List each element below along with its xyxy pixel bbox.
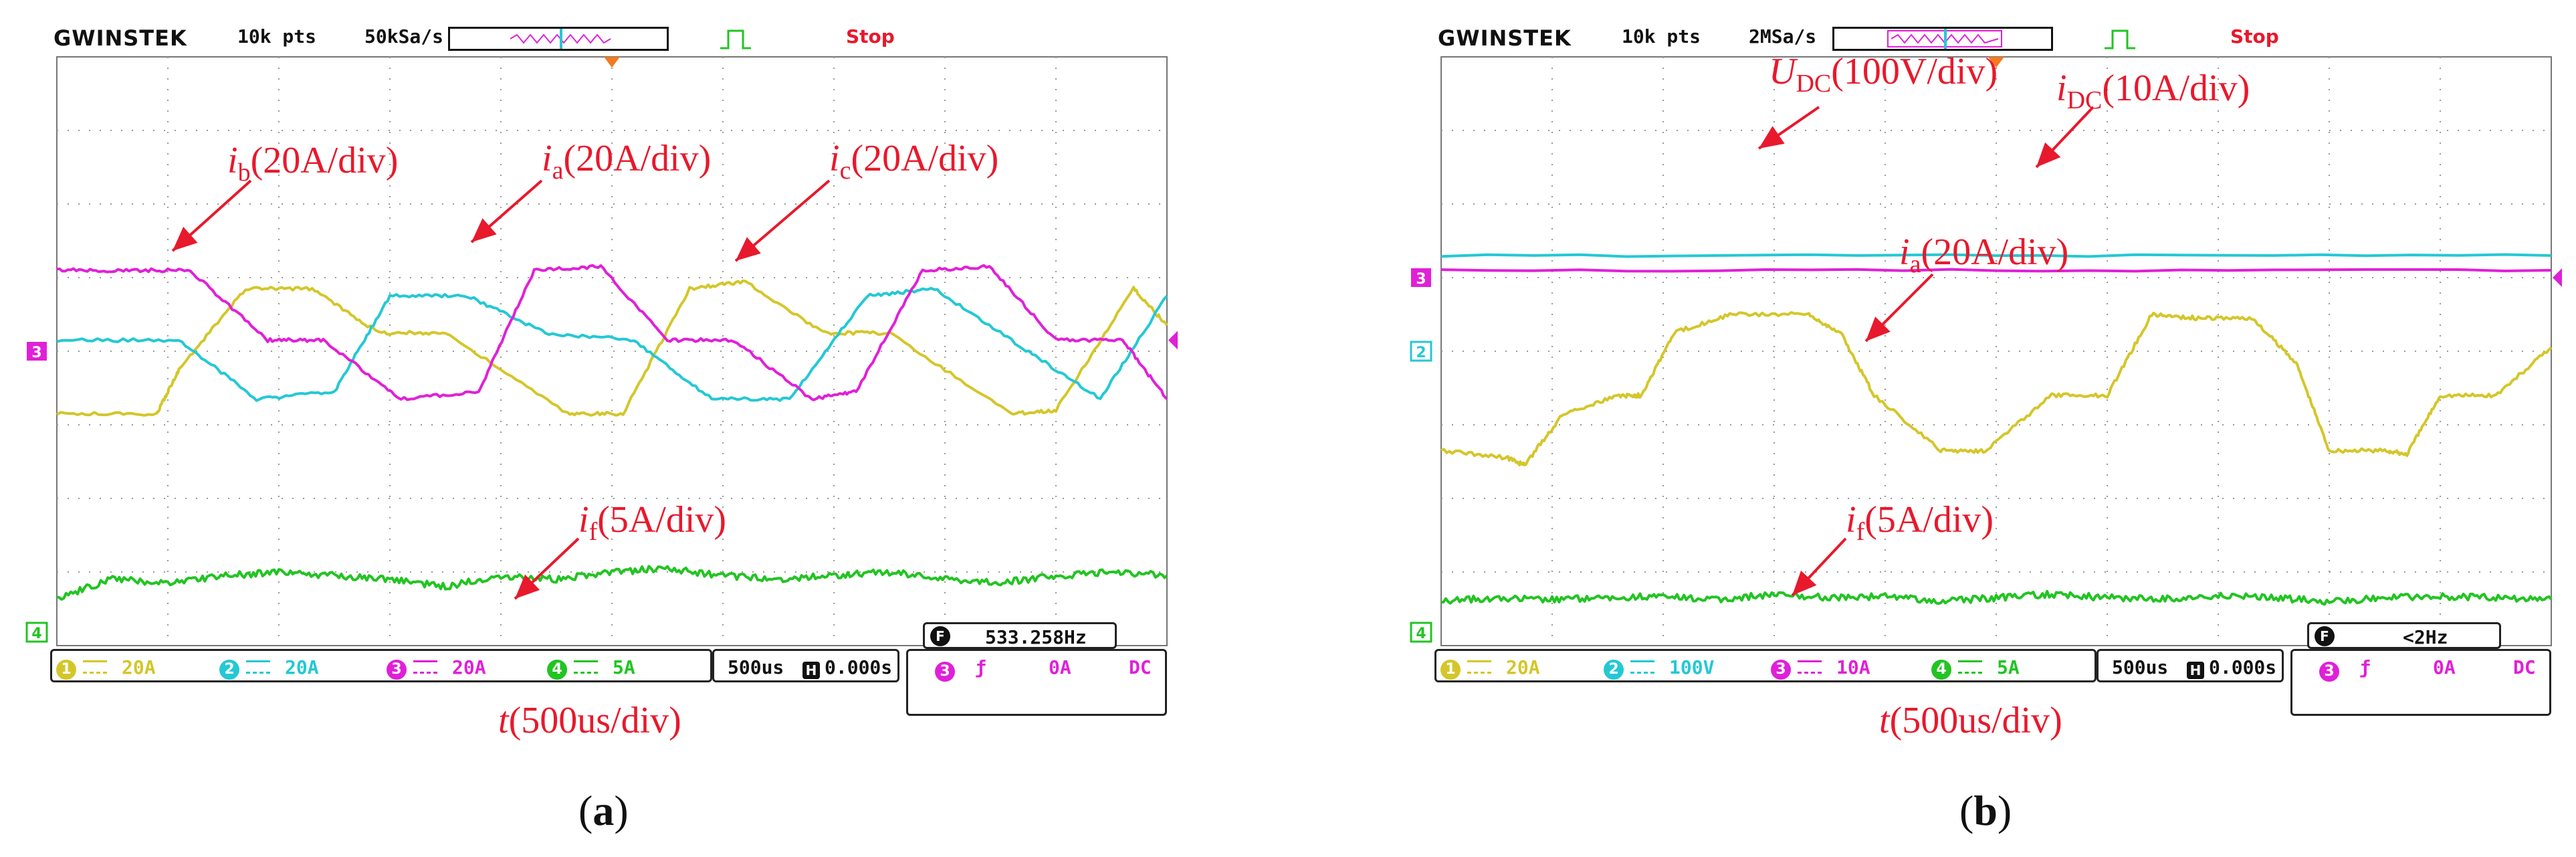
series-line-if [56,565,1168,601]
trigger-level-marker [2553,268,2562,287]
waveform-plot: 3 2 4 [1410,56,2562,646]
annotation-ic: ic(20A/div) [829,138,999,185]
waveform-plot: 34 [25,56,1178,646]
channel-2-scale: 2 20A [219,656,319,680]
panel-label-a: (a) [578,787,629,834]
x-axis-label: t(500us/div) [1879,700,2062,741]
channel-2-scale: 2 100V [1604,656,1714,680]
series-line-udc [1440,253,2552,258]
timebase-box: 500us H 0.000s [2097,649,2284,682]
annotation-ia: ia(20A/div) [542,138,712,185]
ground-marker-ch3: 3 [27,342,47,361]
memory-bar-icon [448,27,669,51]
frequency-readout: F <2Hz [2307,622,2501,649]
trigger-position-marker [1988,57,2004,68]
trigger-slope: ƒ [2359,656,2371,678]
series-line-ib [56,286,1168,402]
timebase-box: 500us H 0.000s [712,649,899,682]
trigger-level: 0A [1049,656,1071,678]
arrow-ic [734,179,831,262]
run-status: Stop [2230,25,2279,47]
trigger-slope: ƒ [975,656,986,678]
delay-value: 0.000s [825,656,893,678]
trigger-position-marker [604,57,620,68]
arrow-udc [1757,106,1820,150]
trigger-edge-icon [2103,28,2137,54]
channel-4-scale: 4 5A [1931,656,2020,680]
channel-3-scale: 3 10A [1771,656,1870,680]
trigger-coupling: DC [2513,656,2536,678]
arrow-idc [2035,106,2095,169]
annotation-idc: iDC(10A/div) [2056,68,2250,115]
run-status: Stop [846,25,895,47]
timebase-value: 500us [728,656,784,678]
ground-marker-ch4: 4 [1410,622,1432,643]
sample-rate: 50kSa/s [364,25,444,47]
scope-status-bar: GWINSTEK 10k pts 50kSa/s Stop [50,21,1167,54]
trigger-coupling: DC [1129,656,1152,678]
frequency-icon: F [930,626,950,646]
series-line-ia [1440,311,2553,467]
channel-1-scale: 1 20A [1440,656,1540,680]
x-axis-label: t(500us/div) [498,700,681,741]
channel-4-scale: 4 5A [547,656,635,680]
trigger-box: 3 ƒ 0A DC [2290,649,2551,716]
frequency-value: <2Hz [2403,626,2448,648]
scope-status-bar: GWINSTEK 10k pts 2MSa/s Stop [1434,21,2551,54]
arrow-ia [1864,273,1934,343]
frequency-readout: F 533.258Hz [923,622,1117,649]
svg-text:3: 3 [31,345,41,361]
arrow-ib [171,179,252,252]
svg-text:3: 3 [1416,271,1426,288]
annotation-udc: UDC(100V/div) [1769,51,1998,98]
channel-3-scale: 3 20A [387,656,486,680]
series-line-ia [56,279,1168,417]
annotation-if: if(5A/div) [1846,499,1994,547]
arrow-if [514,537,580,600]
arrow-ia [470,179,543,244]
annotation-if: if(5A/div) [578,499,727,547]
panel-label-b: (b) [1959,787,2012,834]
brand-logo: GWINSTEK [53,25,187,51]
trigger-edge-icon [719,28,752,54]
ground-marker-ch4: 4 [25,622,48,643]
svg-text:4: 4 [1416,626,1426,642]
svg-text:2: 2 [1416,345,1426,361]
channel-settings-bar: 1 20A 2 20A 3 20A 4 5A 500us H 0.000s 3 ƒ 0A… [50,649,1167,723]
channel-1-scale: 1 20A [56,656,156,680]
arrow-if [1791,537,1847,597]
timebase-value: 500us [2112,656,2169,678]
series-line-ic [56,264,1168,401]
delay-value: 0.000s [2209,656,2277,678]
series-line-idc [1440,268,2552,273]
frequency-icon: F [2315,626,2335,646]
brand-logo: GWINSTEK [1438,25,1572,51]
record-length: 10k pts [1622,25,1701,47]
series-line-if [1440,589,2553,606]
ground-marker-ch3: 3 [1411,268,1431,288]
svg-text:4: 4 [31,626,41,642]
graticule [1440,56,2552,646]
frequency-value: 533.258Hz [985,626,1087,648]
channel-settings-bar: 1 20A 2 100V 3 10A 4 5A 500us H 0.000s 3 ƒ 0… [1434,649,2551,723]
trigger-box: 3 ƒ 0A DC [906,649,1167,716]
ground-marker-ch2: 2 [1410,341,1432,362]
annotation-ia: ia(20A/div) [1899,231,2069,279]
memory-bar-icon [1832,27,2053,51]
trigger-level-marker [1168,330,1178,350]
channel-scale-box: 1 20A 2 100V 3 10A 4 5A [1434,649,2097,682]
record-length: 10k pts [237,25,317,47]
sample-rate: 2MSa/s [1749,25,1817,47]
trigger-level: 0A [2433,656,2456,678]
annotation-ib: ib(20A/div) [227,140,399,187]
channel-scale-box: 1 20A 2 20A 3 20A 4 5A [50,649,712,682]
